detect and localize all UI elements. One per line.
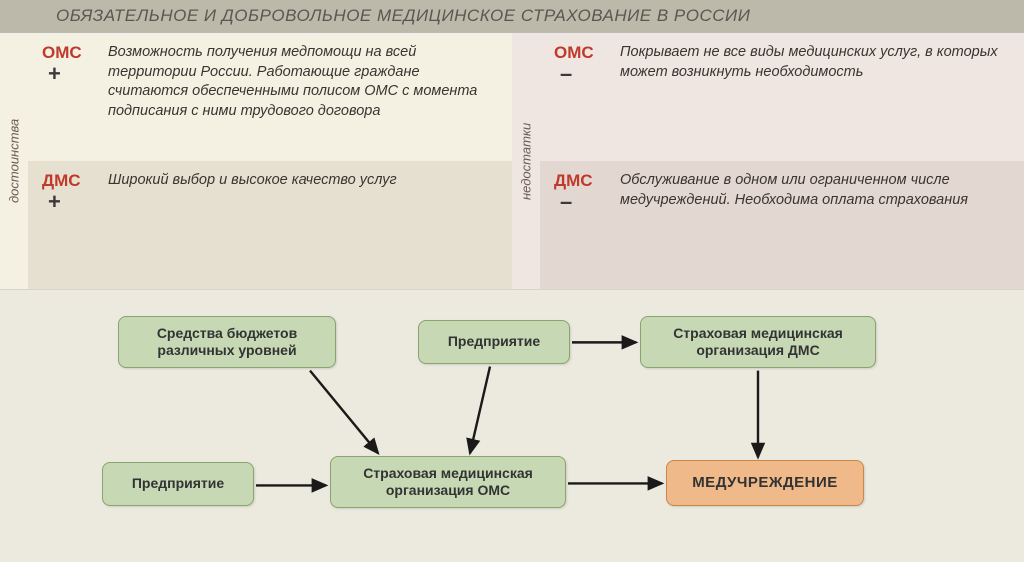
cell-dis-oms: ОМС – Покрывает не все виды медицинских … — [540, 33, 1024, 161]
oms-tag: ОМС — [554, 43, 608, 63]
dis-oms-text: Покрывает не все виды медицинских услуг,… — [620, 43, 1006, 151]
tag-block: ОМС + — [42, 43, 96, 151]
flow-node-smo_dms: Страховая медицинская организация ДМС — [640, 316, 876, 368]
flow-node-med: МЕДУЧРЕЖДЕНИЕ — [666, 460, 864, 506]
dis-dms-text: Обслуживание в одном или ограниченном чи… — [620, 171, 1006, 279]
dms-tag: ДМС — [554, 171, 608, 191]
oms-tag: ОМС — [42, 43, 96, 63]
cell-adv-dms: ДМС + Широкий выбор и высокое качество у… — [28, 161, 512, 289]
disadvantages-side-label: недостатки — [512, 33, 540, 289]
plus-icon: + — [42, 193, 96, 211]
flow-node-ent_top: Предприятие — [418, 320, 570, 364]
adv-dms-text: Широкий выбор и высокое качество услуг — [108, 171, 397, 279]
adv-oms-text: Возможность получения медпомощи на всей … — [108, 43, 494, 151]
cell-dis-dms: ДМС – Обслуживание в одном или ограничен… — [540, 161, 1024, 289]
infographic-root: ОБЯЗАТЕЛЬНОЕ И ДОБРОВОЛЬНОЕ МЕДИЦИНСКОЕ … — [0, 0, 1024, 562]
flowchart: Средства бюджетов различных уровней Предп… — [0, 289, 1024, 562]
tag-block: ДМС – — [554, 171, 608, 279]
page-title: ОБЯЗАТЕЛЬНОЕ И ДОБРОВОЛЬНОЕ МЕДИЦИНСКОЕ … — [0, 0, 1024, 33]
cell-adv-oms: ОМС + Возможность получения медпомощи на… — [28, 33, 512, 161]
tag-block: ДМС + — [42, 171, 96, 279]
flow-node-budget: Средства бюджетов различных уровней — [118, 316, 336, 368]
flow-node-ent_bot: Предприятие — [102, 462, 254, 506]
advantages-side-label: достоинства — [0, 33, 28, 289]
flow-edge-budget-smo_oms — [310, 371, 378, 454]
dms-tag: ДМС — [42, 171, 96, 191]
advantages-column: ОМС + Возможность получения медпомощи на… — [28, 33, 512, 289]
plus-icon: + — [42, 65, 96, 83]
flow-edge-ent_top-smo_oms — [470, 367, 490, 454]
disadvantages-column: ОМС – Покрывает не все виды медицинских … — [540, 33, 1024, 289]
flow-node-smo_oms: Страховая медицинская организация ОМС — [330, 456, 566, 508]
comparison-grid: достоинства ОМС + Возможность получения … — [0, 33, 1024, 289]
minus-icon: – — [554, 193, 608, 211]
tag-block: ОМС – — [554, 43, 608, 151]
minus-icon: – — [554, 65, 608, 83]
